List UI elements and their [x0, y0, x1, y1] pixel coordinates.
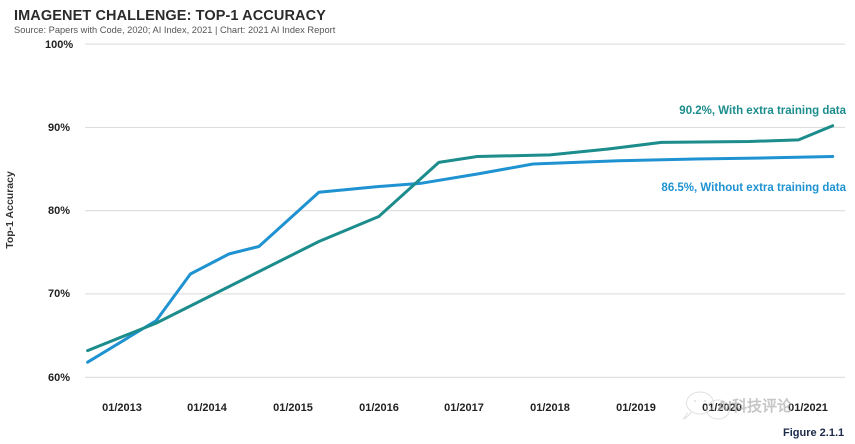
svg-text:01/2018: 01/2018	[530, 402, 570, 414]
svg-text:80%: 80%	[48, 205, 70, 217]
svg-text:Top-1 Accuracy: Top-1 Accuracy	[4, 171, 16, 249]
svg-text:70%: 70%	[48, 288, 70, 300]
svg-text:90.2%, With extra training dat: 90.2%, With extra training data	[679, 105, 846, 117]
svg-text:01/2016: 01/2016	[359, 402, 399, 414]
svg-text:90%: 90%	[48, 122, 70, 134]
svg-text:01/2021: 01/2021	[788, 402, 828, 414]
svg-text:01/2017: 01/2017	[444, 402, 484, 414]
svg-text:01/2019: 01/2019	[616, 402, 656, 414]
svg-text:01/2014: 01/2014	[187, 402, 228, 414]
svg-text:86.5%, Without extra training: 86.5%, Without extra training data	[661, 182, 846, 194]
svg-text:60%: 60%	[48, 372, 70, 384]
svg-text:100%: 100%	[45, 39, 73, 51]
svg-text:01/2020: 01/2020	[702, 402, 742, 414]
svg-text:01/2013: 01/2013	[102, 402, 142, 414]
svg-text:01/2015: 01/2015	[273, 402, 313, 414]
